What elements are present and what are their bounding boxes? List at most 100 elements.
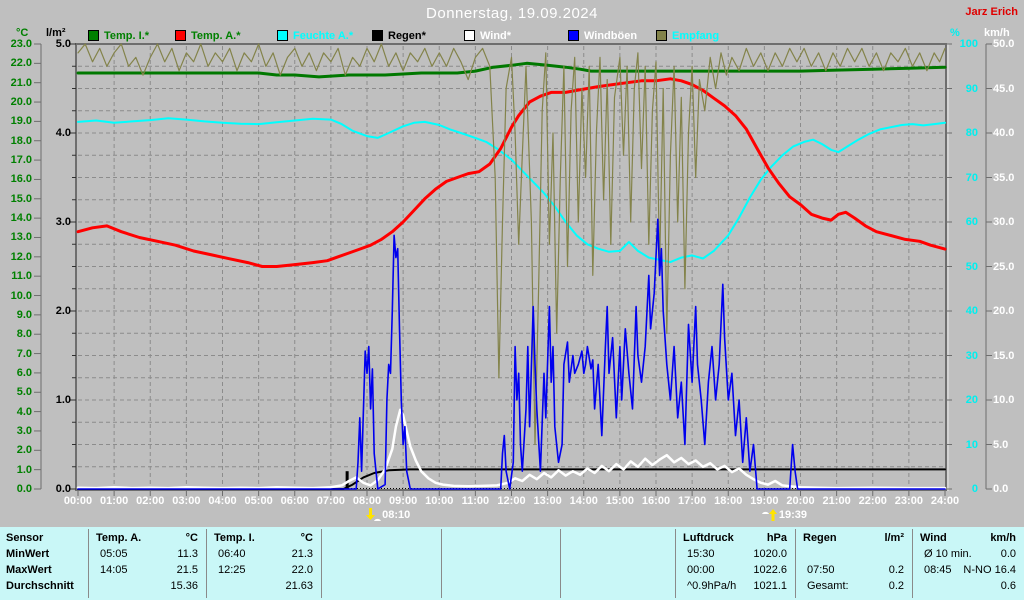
table-separator [88, 529, 89, 598]
hour-label: 06:00 [280, 495, 309, 507]
percent-tick-label: 30 [965, 349, 978, 362]
percent-tick-label: 100 [959, 38, 978, 50]
table-cell-value: 22.0 [291, 564, 313, 576]
axis-header-percent: % [950, 27, 960, 39]
temp-tick-label: 12.0 [10, 250, 32, 263]
temp-tick-label: 4.0 [16, 405, 32, 418]
sunrise-icon [366, 508, 382, 521]
sunset-icon [761, 509, 777, 521]
page-title: Donnerstag, 19.09.2024 [426, 5, 598, 22]
hour-label: 02:00 [136, 495, 165, 507]
station-owner-watermark: Jarz Erich [965, 6, 1018, 18]
legend-swatch [656, 30, 667, 41]
wind-tick-label: 40.0 [993, 127, 1015, 139]
table-cell-value: 11.3 [177, 548, 198, 560]
table-group-unit: °C [300, 532, 313, 544]
temp-tick-label: 1.0 [16, 463, 32, 476]
table-cell-time: 07:50 [807, 564, 835, 576]
percent-tick-label: 20 [965, 394, 978, 406]
wind-tick-label: 45.0 [993, 82, 1015, 95]
hour-label: 10:00 [425, 495, 454, 507]
hour-label: 01:00 [100, 495, 129, 507]
table-cell-value: 0.0 [1000, 548, 1016, 560]
hour-label: 19:00 [750, 495, 779, 507]
table-row-label: MinWert [6, 548, 50, 560]
series-feuchte-a- [77, 117, 946, 264]
hour-label: 07:00 [316, 495, 345, 507]
temp-tick-label: 14.0 [10, 212, 32, 225]
wind-tick-label: 5.0 [993, 438, 1009, 451]
temp-tick-label: 0.0 [16, 483, 32, 495]
hour-label: 18:00 [714, 495, 743, 507]
table-cell-time: ^0.9hPa/h [687, 580, 737, 592]
legend-label: Temp. I.* [104, 29, 150, 42]
table-cell-value: 21.3 [291, 548, 313, 560]
percent-tick-label: 50 [965, 260, 978, 273]
hour-label: 20:00 [786, 495, 815, 507]
hour-label: 08:00 [352, 495, 382, 507]
weather-plot [34, 43, 992, 496]
series-empfang [77, 43, 946, 446]
percent-tick-label: 90 [965, 82, 978, 95]
table-cell-time: 12:25 [218, 564, 246, 576]
percent-tick-label: 40 [965, 305, 978, 317]
table-separator [560, 529, 561, 598]
hour-label: 16:00 [641, 495, 671, 507]
legend-label: Wind* [480, 29, 512, 42]
hour-label: 21:00 [822, 495, 851, 507]
legend-label: Temp. A.* [191, 29, 241, 42]
table-cell-time: Gesamt: [807, 580, 849, 592]
wind-tick-label: 15.0 [993, 349, 1015, 362]
table-cell-time: 06:40 [218, 548, 246, 560]
table-cell-value: 21.63 [285, 580, 313, 592]
sunrise-marker: 08:10 [365, 508, 410, 521]
wind-tick-label: 0.0 [993, 483, 1009, 495]
hour-label: 17:00 [678, 495, 707, 507]
temp-tick-label: 3.0 [16, 424, 32, 437]
rain-tick-label: 3.0 [55, 216, 71, 228]
wind-tick-label: 25.0 [993, 260, 1015, 273]
table-separator [441, 529, 442, 598]
table-group-unit: l/m² [884, 532, 904, 544]
hour-label: 05:00 [244, 495, 273, 507]
table-cell-time: 05:05 [100, 548, 128, 560]
hour-label: 23:00 [894, 495, 923, 507]
temp-tick-label: 20.0 [10, 96, 32, 109]
rain-tick-label: 1.0 [55, 394, 71, 406]
legend-item-3: Feuchte A.* [277, 29, 353, 42]
table-row-label: Sensor [6, 532, 44, 544]
temp-tick-label: 16.0 [10, 173, 32, 186]
wind-tick-label: 10.0 [993, 394, 1015, 406]
legend-swatch [175, 30, 186, 41]
table-cell-value: 0.6 [1000, 580, 1016, 592]
temp-tick-label: 18.0 [10, 134, 32, 147]
legend-item-4: Regen* [372, 29, 426, 42]
wind-tick-label: 50.0 [993, 38, 1015, 50]
temp-tick-label: 9.0 [16, 308, 32, 321]
percent-tick-label: 10 [965, 438, 978, 451]
percent-tick-label: 0 [971, 483, 978, 495]
temp-tick-label: 21.0 [10, 76, 32, 89]
legend-swatch [372, 30, 383, 41]
table-cell-value: N-NO 16.4 [963, 564, 1016, 576]
table-cell-value: 15.36 [170, 580, 198, 592]
wind-tick-label: 20.0 [993, 305, 1015, 317]
percent-tick-label: 60 [965, 216, 978, 228]
legend-item-1: Temp. I.* [88, 29, 149, 42]
series-windb-en [77, 218, 946, 490]
wind-tick-label: 30.0 [993, 216, 1015, 228]
table-group-unit: °C [185, 532, 198, 544]
table-row-label: Durchschnitt [6, 580, 74, 592]
temp-tick-label: 8.0 [16, 328, 32, 341]
legend-label: Windböen [584, 29, 638, 42]
legend-label: Regen* [388, 29, 426, 42]
legend-item-6: Windböen [568, 29, 637, 42]
temp-tick-label: 23.0 [10, 38, 32, 50]
table-cell-value: 0.2 [888, 564, 904, 576]
temp-tick-label: 5.0 [16, 386, 32, 399]
legend-swatch [277, 30, 288, 41]
hour-label: 12:00 [497, 495, 526, 507]
hour-label: 00:00 [63, 495, 93, 507]
hour-label: 15:00 [605, 495, 634, 507]
sunset-time: 19:39 [778, 508, 807, 521]
